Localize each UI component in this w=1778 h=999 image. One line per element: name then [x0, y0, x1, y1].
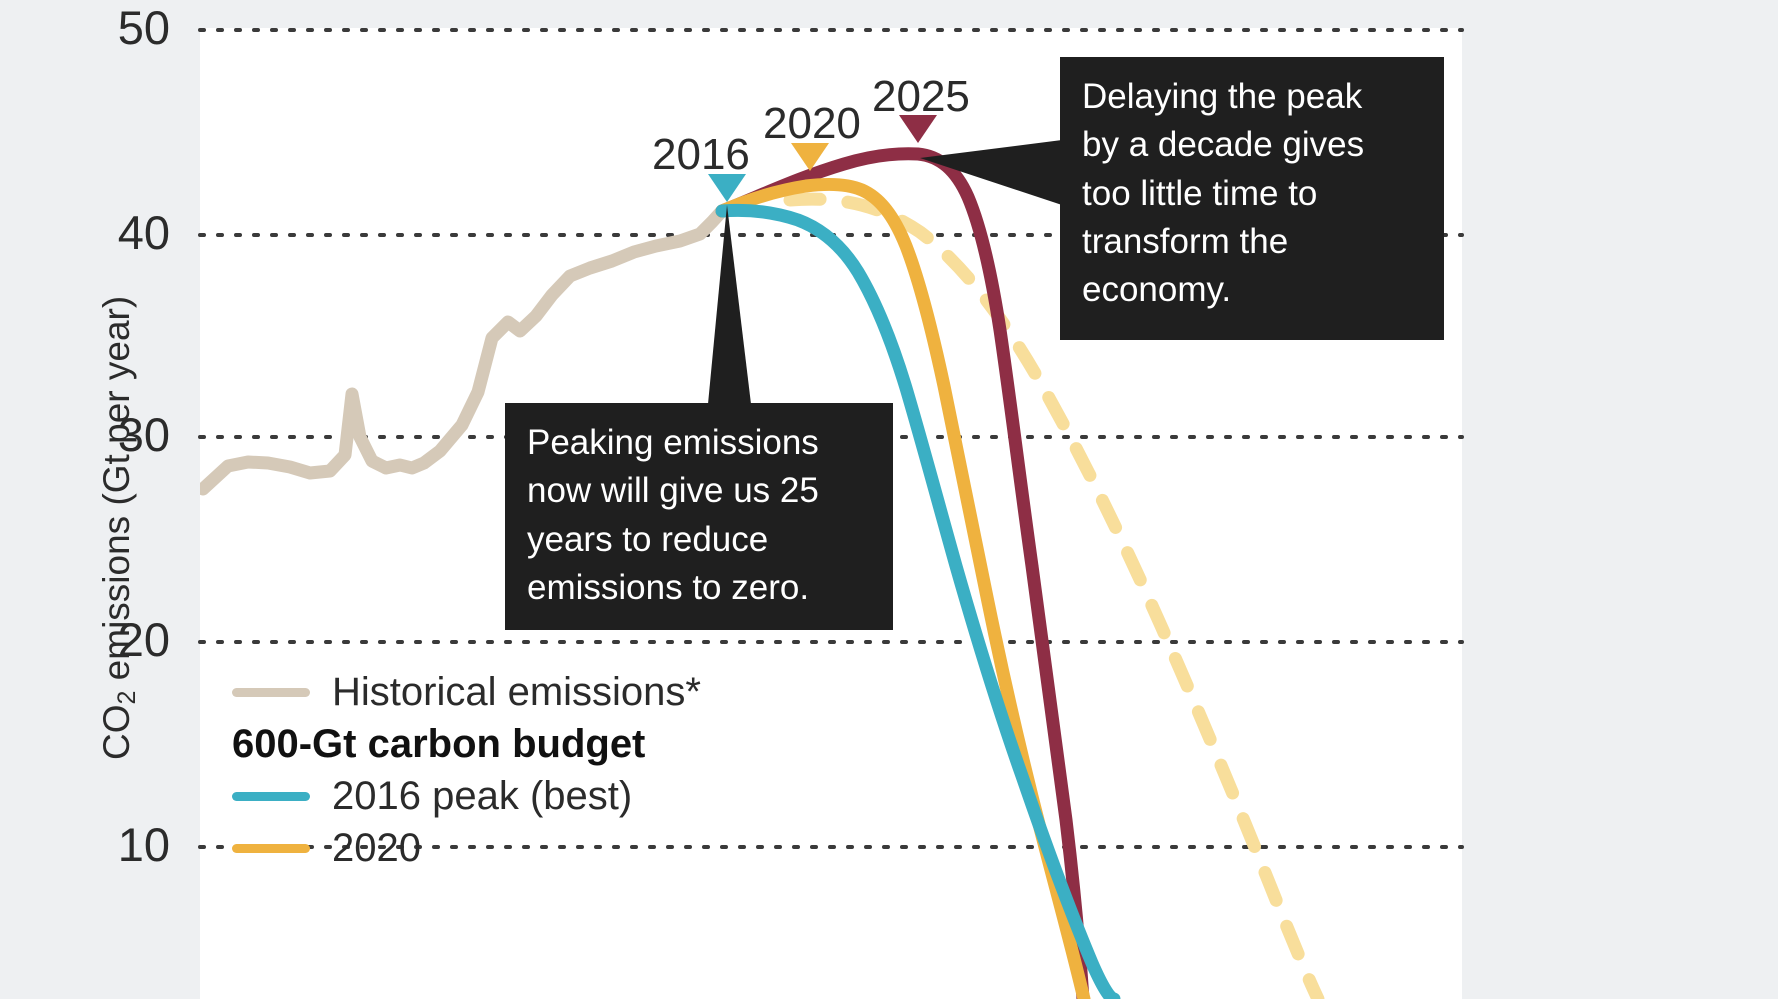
series-historical — [200, 204, 729, 496]
y-axis-title: CO2 emissions (Gt per year) — [96, 296, 142, 760]
peak-label-2025: 2025 — [872, 72, 970, 121]
y-tick-50: 50 — [117, 1, 170, 54]
callout-peaking-now: Peaking emissions now will give us 25 ye… — [505, 403, 893, 630]
y-tick-10: 10 — [117, 818, 170, 871]
y-tick-20: 20 — [117, 613, 170, 666]
peak-label-2016: 2016 — [652, 130, 750, 179]
callout-delaying-peak-line5: economy. — [1082, 270, 1232, 310]
peak-marker-2025 — [899, 115, 937, 143]
peak-marker-2016 — [708, 174, 746, 202]
legend-item-2016-peak: 2016 peak (best) — [232, 770, 792, 822]
series-2025 — [715, 147, 1090, 999]
legend-heading-budget: 600-Gt carbon budget — [232, 721, 646, 766]
legend-label-2020: 2020 — [332, 825, 421, 870]
y-tick-30: 30 — [117, 408, 170, 461]
legend-item-historical: Historical emissions* — [232, 666, 792, 718]
legend-swatch-2020-icon — [232, 843, 310, 853]
callout-delaying-peak-line2: by a decade gives — [1082, 125, 1365, 165]
legend-swatch-2016-peak-icon — [232, 791, 310, 801]
callout-tail-peak-now — [708, 205, 751, 404]
callout-delaying-peak-line4: transform the — [1082, 221, 1289, 261]
peak-marker-2020 — [791, 143, 829, 171]
callout-peaking-now-line2: now will give us 25 — [527, 471, 819, 511]
callout-delaying-peak: Delaying the peak by a decade gives too … — [1060, 57, 1444, 340]
callout-peaking-now-line3: years to reduce — [527, 519, 769, 559]
legend-item-2020: 2020 — [232, 822, 792, 874]
chart-legend: Historical emissions* 600-Gt carbon budg… — [232, 666, 792, 874]
y-tick-40: 40 — [117, 206, 170, 259]
callout-tail-delay — [920, 140, 1062, 205]
y-axis-title-pre: CO — [96, 704, 137, 761]
callout-peaking-now-line4: emissions to zero. — [527, 567, 810, 607]
peak-label-2020: 2020 — [763, 99, 861, 148]
callout-delaying-peak-line1: Delaying the peak — [1082, 77, 1363, 116]
legend-swatch-historical-icon — [232, 687, 310, 697]
series-dashed-variant — [783, 192, 1325, 999]
callout-delaying-peak-line3: too little time to — [1082, 173, 1318, 213]
callout-peaking-now-line1: Peaking emissions — [527, 423, 819, 462]
series-2016-peak — [715, 203, 1121, 999]
legend-label-2016-peak: 2016 peak (best) — [332, 773, 633, 818]
legend-label-historical: Historical emissions* — [332, 669, 701, 714]
y-axis-title-subscript: 2 — [113, 690, 141, 705]
